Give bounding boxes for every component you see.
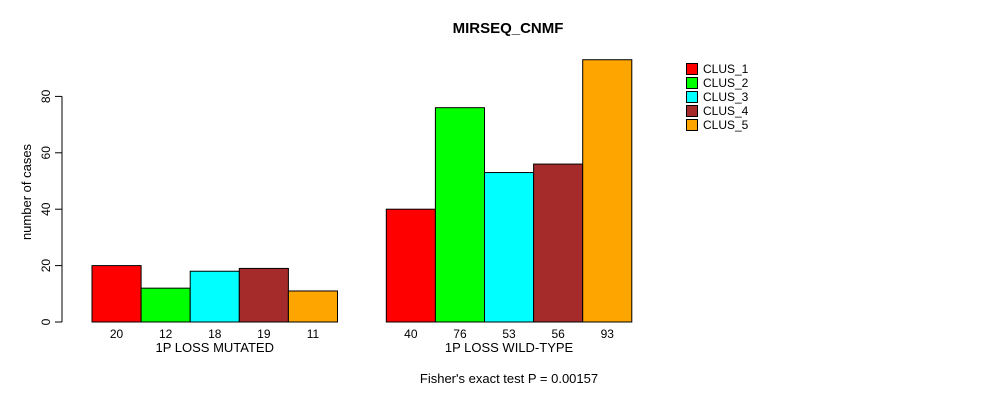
group-label: 1P LOSS WILD-TYPE — [445, 340, 574, 355]
bar-value-label: 93 — [601, 327, 615, 341]
annotation-text: Fisher's exact test P = 0.00157 — [419, 371, 599, 386]
bar-clus_1 — [385, 208, 436, 323]
bar-clus_3 — [189, 270, 240, 323]
legend-label: CLUS_2 — [703, 76, 749, 90]
legend-label: CLUS_1 — [703, 62, 749, 76]
bar-value-label: 18 — [208, 327, 222, 341]
bar-value-label: 12 — [159, 327, 173, 341]
bar-value-label: 40 — [404, 327, 418, 341]
legend-swatch — [686, 91, 698, 103]
bar-value-label: 11 — [307, 327, 320, 341]
y-axis-tick-label: 20 — [39, 259, 53, 273]
legend: CLUS_1 CLUS_2 CLUS_3 CLUS_4 CLUS_5 — [686, 62, 748, 132]
bar-value-label: 53 — [502, 327, 516, 341]
legend-swatch — [686, 119, 698, 131]
chart-title: MIRSEQ_CNMF — [452, 20, 564, 37]
legend-swatch — [686, 105, 698, 117]
bar-value-label: 56 — [551, 327, 565, 341]
legend-item: CLUS_4 — [686, 104, 748, 118]
y-axis-tick-label: 0 — [39, 318, 53, 325]
legend-label: CLUS_4 — [703, 104, 749, 118]
bar-clus_4 — [533, 163, 584, 323]
legend-label: CLUS_3 — [703, 90, 749, 104]
y-axis-tick-label: 40 — [39, 202, 53, 216]
y-axis-tick-label: 60 — [39, 146, 53, 160]
legend-item: CLUS_5 — [686, 118, 748, 132]
bar-clus_4 — [238, 267, 289, 323]
legend-swatch — [686, 63, 698, 75]
bar-clus_1 — [91, 265, 142, 323]
bar-clus_2 — [434, 107, 485, 323]
bar-value-label: 19 — [257, 327, 271, 341]
legend-label: CLUS_5 — [703, 118, 749, 132]
legend-item: CLUS_2 — [686, 76, 748, 90]
bar-clus_5 — [287, 290, 338, 323]
bar-value-label: 76 — [453, 327, 467, 341]
bar-value-label: 20 — [110, 327, 124, 341]
y-axis-title: number of cases — [19, 143, 34, 240]
legend-item: CLUS_1 — [686, 62, 748, 76]
group-label: 1P LOSS MUTATED — [156, 340, 274, 355]
legend-item: CLUS_3 — [686, 90, 748, 104]
bar-clus_3 — [484, 172, 535, 323]
legend-swatch — [686, 77, 698, 89]
bar-clus_5 — [582, 59, 633, 323]
y-axis-tick-label: 80 — [39, 89, 53, 103]
bar-clus_2 — [140, 287, 191, 323]
